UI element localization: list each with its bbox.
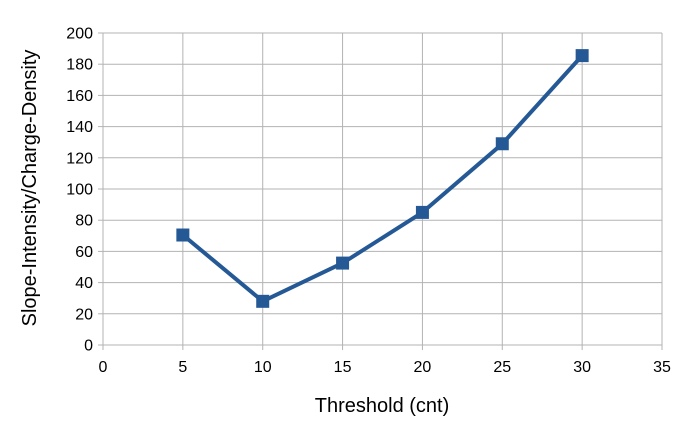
- y-tick-label: 120: [66, 150, 93, 167]
- data-point: [256, 294, 270, 308]
- grid: [98, 32, 663, 350]
- x-tick-label: 5: [178, 359, 187, 376]
- y-tick-label: 60: [75, 244, 93, 261]
- x-tick-label: 10: [254, 359, 272, 376]
- x-tick-label: 35: [653, 359, 671, 376]
- y-tick-label: 100: [66, 182, 93, 199]
- series-line: [180, 53, 585, 304]
- x-tick-label: 25: [493, 359, 511, 376]
- x-tick-label: 20: [414, 359, 432, 376]
- x-tick-label: 15: [334, 359, 352, 376]
- data-point: [575, 49, 589, 63]
- y-tick-label: 160: [66, 88, 93, 105]
- x-tick-label: 0: [99, 359, 108, 376]
- y-tick-label: 0: [84, 338, 93, 355]
- x-tick-label: 30: [573, 359, 591, 376]
- y-tick-label: 180: [66, 57, 93, 74]
- x-axis-title: Threshold (cnt): [315, 395, 450, 417]
- data-point: [415, 205, 429, 219]
- data-point: [495, 137, 509, 151]
- y-tick-label: 40: [75, 275, 93, 292]
- y-tick-label: 80: [75, 213, 93, 230]
- y-tick-label: 200: [66, 26, 93, 43]
- data-point: [336, 256, 350, 270]
- series-layer: [176, 49, 589, 308]
- y-axis-title: Slope-Intensity/Charge-Density: [19, 50, 41, 327]
- y-tick-label: 20: [75, 306, 93, 323]
- y-tick-label: 140: [66, 119, 93, 136]
- data-point: [176, 228, 190, 242]
- tick-labels: 0 20 40 60 80 100 120 140 160 180 200 0 5 10 15 20 25 30 3…: [66, 26, 671, 377]
